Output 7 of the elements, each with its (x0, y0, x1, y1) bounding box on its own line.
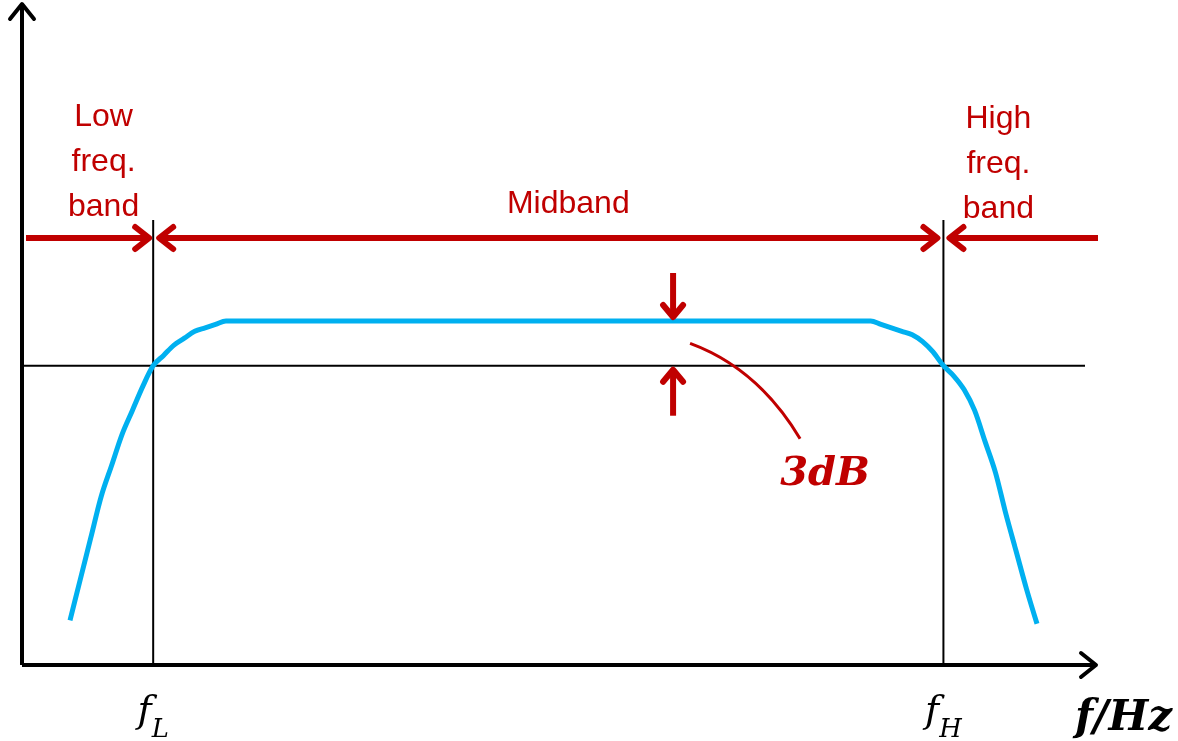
text: High freq. band (962, 99, 1035, 225)
x-tick-label: f$_{H}$ (922, 687, 963, 741)
annotation: 3dB (780, 446, 870, 494)
text: Midband (506, 184, 630, 220)
x-tick-label: f$_{L}$ (134, 687, 169, 741)
text: Low freq. band (68, 97, 140, 223)
x-axis-title: f/Hz (1072, 691, 1174, 740)
